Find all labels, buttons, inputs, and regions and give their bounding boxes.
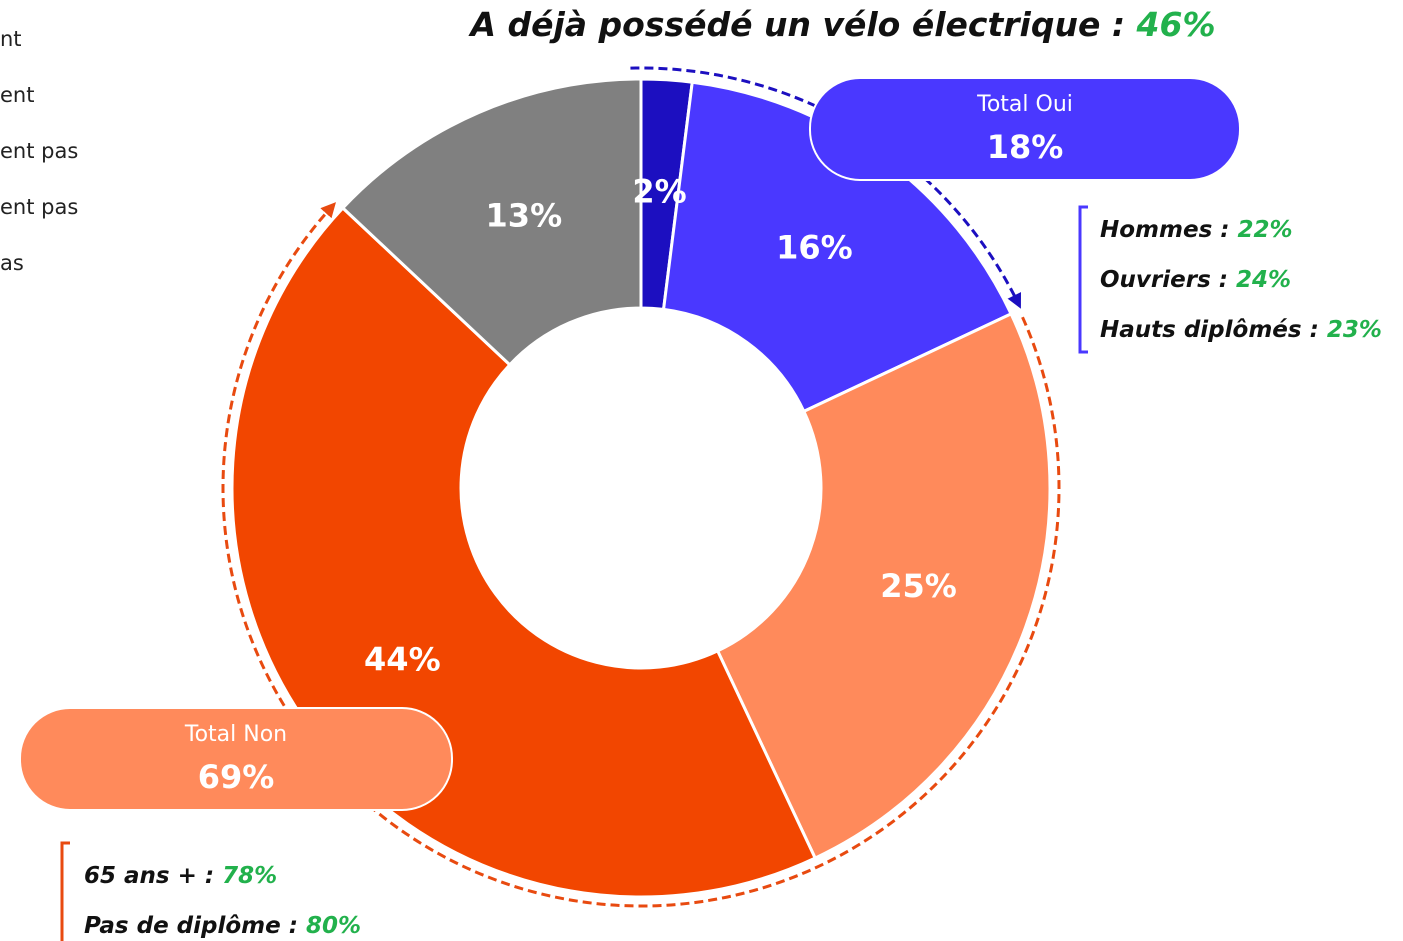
legend-label: ent pas xyxy=(0,195,78,219)
bracket xyxy=(1078,205,1088,354)
detail-label: 65 ans + : xyxy=(84,863,214,889)
total-box xyxy=(19,707,453,811)
slice-label: 44% xyxy=(364,640,441,678)
detail: Ouvriers : 24% xyxy=(1100,267,1291,293)
detail-value: 80% xyxy=(306,913,361,939)
slice-label: 25% xyxy=(880,567,957,605)
total-label: Total Non xyxy=(184,722,287,747)
slice-label: 16% xyxy=(776,228,853,266)
detail-label: Hauts diplômés : xyxy=(1100,317,1319,343)
legend-label: nt xyxy=(0,27,22,51)
slice-label: 13% xyxy=(486,196,563,234)
legend-label: ent pas xyxy=(0,139,78,163)
detail-label: Pas de diplôme : xyxy=(84,913,298,939)
slice-label: 2% xyxy=(632,173,686,211)
chart-title: A déjà possédé un vélo électrique : 46% xyxy=(467,5,1215,44)
slice xyxy=(715,311,1052,861)
detail-value: 24% xyxy=(1236,267,1291,293)
detail-value: 22% xyxy=(1238,217,1293,243)
legend-label: as xyxy=(0,251,24,275)
title-value: 46% xyxy=(1136,5,1216,44)
slice xyxy=(661,80,1014,414)
slice xyxy=(340,77,643,367)
detail-value: 23% xyxy=(1327,317,1382,343)
bracket xyxy=(60,841,70,941)
total-value: 18% xyxy=(987,128,1064,166)
legend-label: ent xyxy=(0,83,34,107)
detail-label: Ouvriers : xyxy=(1100,267,1228,293)
title-text: A déjà possédé un vélo électrique : xyxy=(467,5,1125,44)
total-label: Total Oui xyxy=(976,92,1073,117)
total-value: 69% xyxy=(198,758,275,796)
detail: 65 ans + : 78% xyxy=(84,863,277,889)
detail-value: 78% xyxy=(222,863,277,889)
detail: Hauts diplômés : 23% xyxy=(1100,317,1382,343)
total-box xyxy=(809,77,1241,181)
detail: Pas de diplôme : 80% xyxy=(84,913,361,939)
detail-label: Hommes : xyxy=(1100,217,1229,243)
detail: Hommes : 22% xyxy=(1100,217,1293,243)
total-arc xyxy=(221,202,1061,908)
